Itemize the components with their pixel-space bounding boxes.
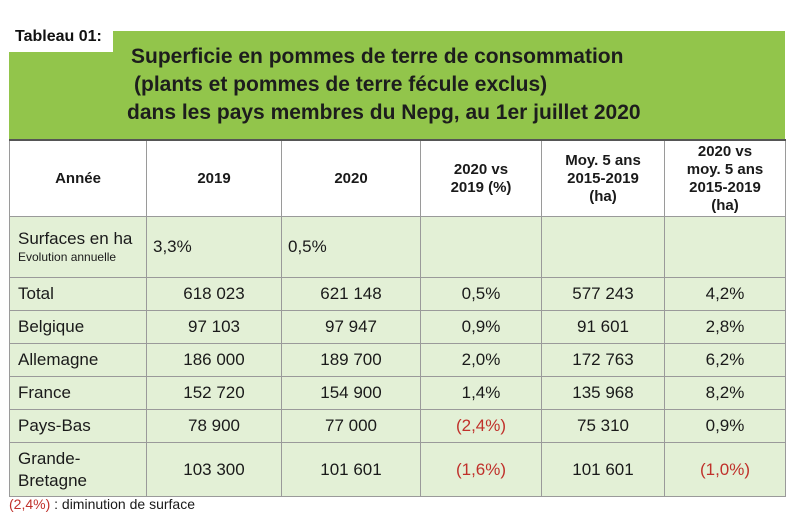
cell-vs-moy: 6,2% — [664, 343, 786, 377]
header-2020: 2020 — [281, 139, 421, 217]
cell-2020: 189 700 — [281, 343, 421, 377]
row-label: Grande- Bretagne — [9, 442, 147, 497]
title-banner: Superficie en pommes de terre de consomm… — [9, 31, 785, 139]
cell-empty — [420, 216, 542, 278]
cell-2020: 77 000 — [281, 409, 421, 443]
table-title: Superficie en pommes de terre de consomm… — [9, 43, 785, 127]
row-label-sub: Evolution annuelle — [18, 250, 117, 264]
header-row: Année 2019 2020 2020 vs 2019 (%) Moy. 5 … — [9, 139, 786, 217]
cell-vs-moy: 4,2% — [664, 277, 786, 311]
cell-moy-5-ans: 75 310 — [541, 409, 665, 443]
cell-2020-vs-2019: 0,9% — [420, 310, 542, 344]
title-line-1: Superficie en pommes de terre de consomm… — [131, 45, 624, 68]
cell-2020-vs-2019: 0,5% — [420, 277, 542, 311]
title-line-3: dans les pays membres du Nepg, au 1er ju… — [127, 101, 641, 124]
header-2020-vs-2019: 2020 vs 2019 (%) — [420, 139, 542, 217]
cell-moy-5-ans: 172 763 — [541, 343, 665, 377]
header-2019: 2019 — [146, 139, 282, 217]
row-label-main: Surfaces en ha — [18, 229, 133, 248]
cell-2019: 97 103 — [146, 310, 282, 344]
cell-2020-vs-2019: (1,6%) — [420, 442, 542, 497]
row-label: Allemagne — [9, 343, 147, 377]
cell-2020: 97 947 — [281, 310, 421, 344]
cell-2020: 621 148 — [281, 277, 421, 311]
cell-vs-moy: (1,0%) — [664, 442, 786, 497]
row-label: Belgique — [9, 310, 147, 344]
row-label: France — [9, 376, 147, 410]
cell-2020: 0,5% — [281, 216, 421, 278]
header-moy-5-ans: Moy. 5 ans 2015-2019 (ha) — [541, 139, 665, 217]
table-row: Allemagne 186 000 189 700 2,0% 172 763 6,2% — [9, 343, 786, 377]
cell-vs-moy: 0,9% — [664, 409, 786, 443]
row-label: Surfaces en ha Evolution annuelle — [9, 216, 147, 278]
cell-moy-5-ans: 135 968 — [541, 376, 665, 410]
cell-empty — [664, 216, 786, 278]
table-tag: Tableau 01: — [9, 12, 113, 52]
header-annee: Année — [9, 139, 147, 217]
cell-2019: 618 023 — [146, 277, 282, 311]
row-label: Total — [9, 277, 147, 311]
footnote-text: : diminution de surface — [50, 496, 195, 512]
cell-vs-moy: 8,2% — [664, 376, 786, 410]
cell-vs-moy: 2,8% — [664, 310, 786, 344]
row-label: Pays-Bas — [9, 409, 147, 443]
footnote: (2,4%) : diminution de surface — [9, 496, 195, 512]
table-row: Belgique 97 103 97 947 0,9% 91 601 2,8% — [9, 310, 786, 344]
table-row: Total 618 023 621 148 0,5% 577 243 4,2% — [9, 277, 786, 311]
cell-2019: 3,3% — [146, 216, 282, 278]
cell-2019: 78 900 — [146, 409, 282, 443]
cell-2019: 152 720 — [146, 376, 282, 410]
cell-2020: 101 601 — [281, 442, 421, 497]
cell-2020-vs-2019: (2,4%) — [420, 409, 542, 443]
cell-2019: 103 300 — [146, 442, 282, 497]
cell-2020-vs-2019: 1,4% — [420, 376, 542, 410]
cell-2020: 154 900 — [281, 376, 421, 410]
cell-moy-5-ans: 91 601 — [541, 310, 665, 344]
cell-2019: 186 000 — [146, 343, 282, 377]
table-row: France 152 720 154 900 1,4% 135 968 8,2% — [9, 376, 786, 410]
title-line-2: (plants et pommes de terre fécule exclus… — [134, 73, 548, 96]
table-row: Grande- Bretagne 103 300 101 601 (1,6%) 101 6… — [9, 442, 786, 497]
cell-empty — [541, 216, 665, 278]
potato-surface-table: Année 2019 2020 2020 vs 2019 (%) Moy. 5 … — [9, 139, 786, 497]
cell-2020-vs-2019: 2,0% — [420, 343, 542, 377]
table-row: Surfaces en ha Evolution annuelle 3,3% 0… — [9, 216, 786, 278]
header-vs-moy: 2020 vs moy. 5 ans 2015-2019 (ha) — [664, 139, 786, 217]
cell-moy-5-ans: 577 243 — [541, 277, 665, 311]
footnote-value: (2,4%) — [9, 496, 51, 512]
cell-moy-5-ans: 101 601 — [541, 442, 665, 497]
table-row: Pays-Bas 78 900 77 000 (2,4%) 75 310 0,9% — [9, 409, 786, 443]
